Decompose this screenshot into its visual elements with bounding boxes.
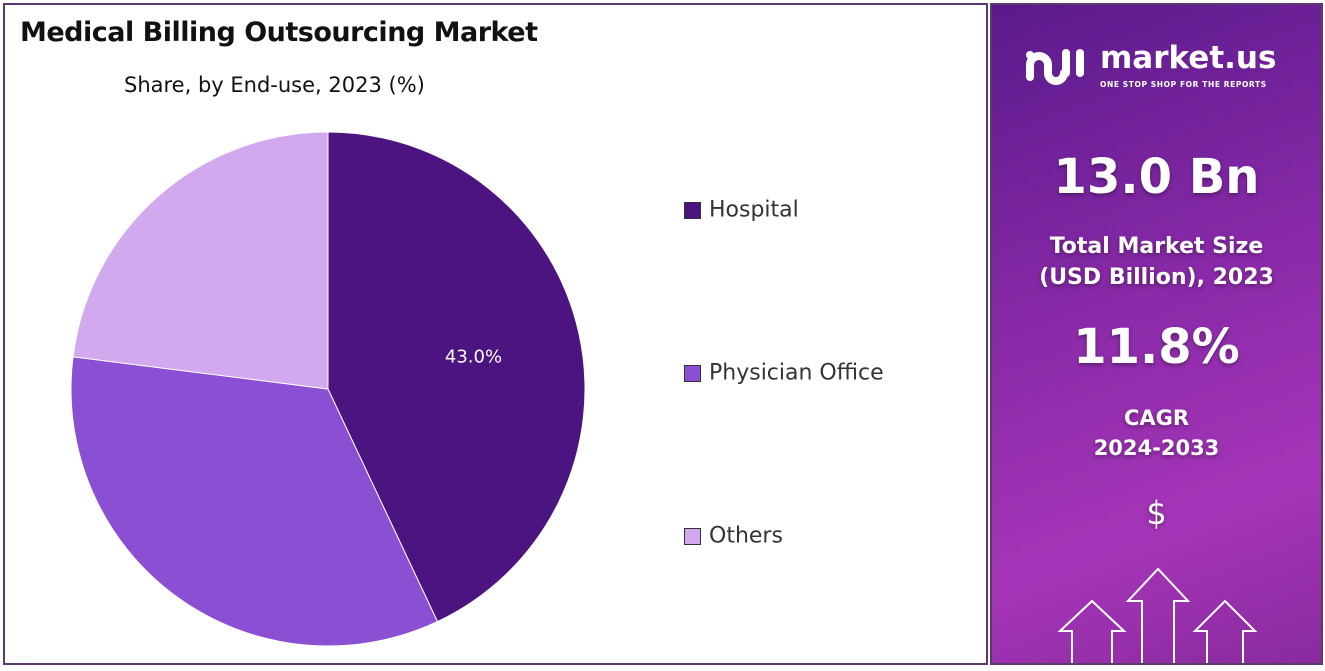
- market-size-label-2: (USD Billion), 2023: [1039, 265, 1274, 290]
- legend-label: Hospital: [709, 197, 799, 223]
- logo-icon: [1026, 48, 1084, 85]
- pie-slice-others: [72, 131, 329, 390]
- cagr-label-2: 2024-2033: [1093, 436, 1220, 460]
- legend-swatch: [684, 528, 701, 545]
- legend-item: Physician Office: [684, 359, 884, 388]
- cagr-label-1: CAGR: [1123, 406, 1190, 430]
- legend-swatch: [684, 365, 701, 382]
- legend-item: Others: [684, 522, 783, 551]
- chart-title: Medical Billing Outsourcing Market: [20, 17, 538, 48]
- market-size-label-1: Total Market Size: [1049, 234, 1264, 259]
- chart-subtitle: Share, by End-use, 2023 (%): [124, 73, 425, 97]
- legend-label: Physician Office: [709, 360, 884, 386]
- logo-name: market.us: [1100, 40, 1277, 76]
- market-size-value: 13.0 Bn: [1053, 149, 1260, 205]
- logo-tagline: ONE STOP SHOP FOR THE REPORTS: [1100, 80, 1267, 89]
- legend-swatch: [684, 202, 701, 219]
- legend-label: Others: [709, 523, 783, 549]
- pie-slice-physician-office: [70, 356, 439, 647]
- market-us-logo: market.us ONE STOP SHOP FOR THE REPORTS: [1024, 39, 1276, 90]
- dollar-icon: $: [1146, 494, 1167, 532]
- summary-panel: market.us ONE STOP SHOP FOR THE REPORTS …: [990, 3, 1323, 665]
- data-label: 43.0%: [445, 346, 502, 367]
- growth-arrows-icon: [1057, 567, 1258, 663]
- cagr-value: 11.8%: [1073, 319, 1240, 375]
- pie-chart: 43.0%: [70, 131, 586, 647]
- pie-slice-hospital: [327, 131, 586, 623]
- chart-frame: [3, 3, 988, 665]
- legend-item: Hospital: [684, 196, 799, 225]
